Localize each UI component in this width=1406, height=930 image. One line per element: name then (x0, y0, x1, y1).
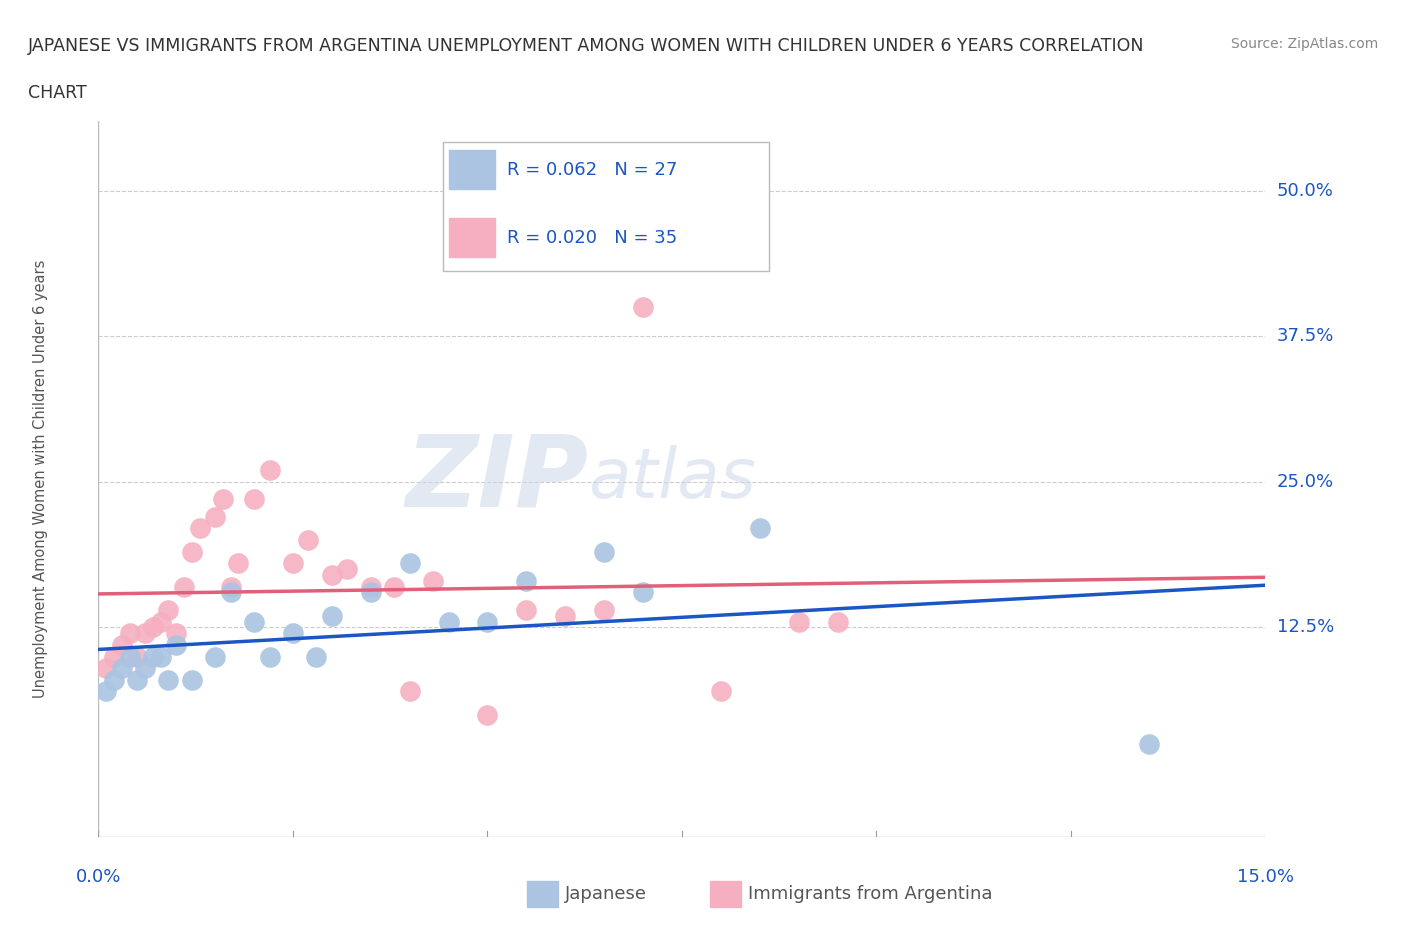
Point (127, 672, 149, 687)
Text: ZIP: ZIP (405, 431, 589, 527)
Text: R = 0.062   N = 27: R = 0.062 N = 27 (508, 161, 678, 179)
Text: 25.0%: 25.0% (1277, 472, 1334, 491)
FancyBboxPatch shape (443, 142, 769, 272)
Point (96, 660, 118, 675)
Point (281, 556, 304, 571)
Text: 12.5%: 12.5% (1277, 618, 1334, 636)
Text: JAPANESE VS IMMIGRANTS FROM ARGENTINA UNEMPLOYMENT AMONG WOMEN WITH CHILDREN UND: JAPANESE VS IMMIGRANTS FROM ARGENTINA UN… (28, 37, 1144, 55)
Text: 50.0%: 50.0% (1277, 181, 1333, 200)
Point (103, 649, 125, 664)
Point (165, 637, 187, 652)
Point (593, 544, 616, 559)
Point (165, 626, 187, 641)
Text: 15.0%: 15.0% (1237, 868, 1294, 885)
Point (259, 649, 281, 664)
Point (259, 463, 281, 478)
Text: Japanese: Japanese (565, 884, 647, 903)
Point (631, 299, 654, 314)
FancyBboxPatch shape (449, 150, 495, 189)
Point (118, 649, 141, 664)
Point (336, 562, 359, 577)
Point (243, 614, 266, 629)
Point (204, 510, 226, 525)
Text: Unemployment Among Women with Children Under 6 years: Unemployment Among Women with Children U… (32, 259, 48, 698)
Point (149, 649, 172, 664)
Point (398, 684, 420, 698)
Point (321, 608, 343, 623)
Point (212, 492, 235, 507)
Point (515, 574, 537, 589)
Point (422, 574, 444, 589)
Point (297, 533, 319, 548)
Point (631, 585, 654, 600)
Point (305, 649, 328, 664)
Point (111, 660, 134, 675)
Point (134, 626, 156, 641)
Point (382, 579, 405, 594)
Point (134, 660, 156, 675)
Text: CHART: CHART (28, 84, 87, 101)
Point (111, 637, 134, 652)
Point (593, 603, 616, 618)
Point (228, 556, 250, 571)
Point (180, 544, 202, 559)
Point (360, 579, 382, 594)
Point (180, 672, 202, 687)
Point (281, 626, 304, 641)
Point (103, 672, 125, 687)
Point (787, 614, 810, 629)
Point (149, 614, 172, 629)
Point (142, 620, 165, 635)
Point (243, 492, 266, 507)
Text: atlas: atlas (589, 445, 756, 512)
Point (204, 649, 226, 664)
Point (398, 556, 420, 571)
Text: R = 0.020   N = 35: R = 0.020 N = 35 (508, 229, 678, 246)
Text: 0.0%: 0.0% (76, 868, 121, 885)
Point (188, 521, 211, 536)
Point (437, 614, 460, 629)
Point (554, 608, 576, 623)
Point (477, 708, 499, 723)
Point (127, 649, 149, 664)
Text: Immigrants from Argentina: Immigrants from Argentina (748, 884, 993, 903)
Point (710, 684, 733, 698)
Point (157, 672, 180, 687)
Point (157, 603, 180, 618)
Point (1137, 737, 1160, 751)
Point (118, 626, 141, 641)
Text: 37.5%: 37.5% (1277, 327, 1334, 345)
Point (477, 614, 499, 629)
Point (219, 579, 242, 594)
Point (827, 614, 849, 629)
Point (142, 649, 165, 664)
Point (748, 521, 770, 536)
FancyBboxPatch shape (449, 218, 495, 257)
Text: Source: ZipAtlas.com: Source: ZipAtlas.com (1230, 37, 1378, 51)
Point (321, 567, 343, 582)
Point (360, 585, 382, 600)
Point (96, 684, 118, 698)
Point (173, 579, 195, 594)
Point (219, 585, 242, 600)
Point (515, 603, 537, 618)
